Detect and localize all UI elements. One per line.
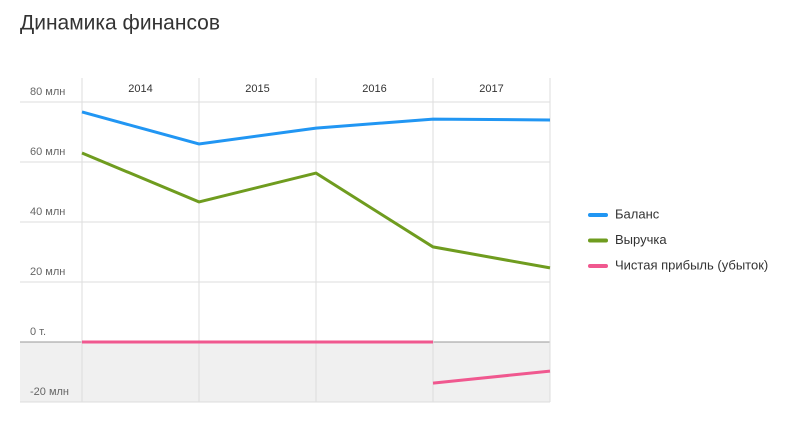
year-label: 2016 — [362, 83, 386, 95]
legend-label: Баланс — [615, 206, 660, 221]
y-tick-label: 20 млн — [30, 266, 65, 278]
legend-label: Чистая прибыль (убыток) — [615, 257, 768, 272]
year-label: 2015 — [245, 83, 269, 95]
series-line — [81, 151, 551, 270]
y-tick-label: 40 млн — [30, 206, 65, 218]
y-tick-label: 0 т. — [30, 326, 46, 338]
y-tick-label: -20 млн — [30, 386, 69, 398]
y-tick-label: 80 млн — [30, 86, 65, 98]
chart-title: Динамика финансов — [20, 12, 220, 35]
series-line — [81, 110, 551, 146]
series-line — [432, 369, 551, 385]
year-label: 2017 — [479, 83, 503, 95]
negative-area — [20, 342, 550, 402]
legend-label: Выручка — [615, 232, 667, 247]
year-label: 2014 — [128, 83, 152, 95]
y-tick-label: 60 млн — [30, 146, 65, 158]
